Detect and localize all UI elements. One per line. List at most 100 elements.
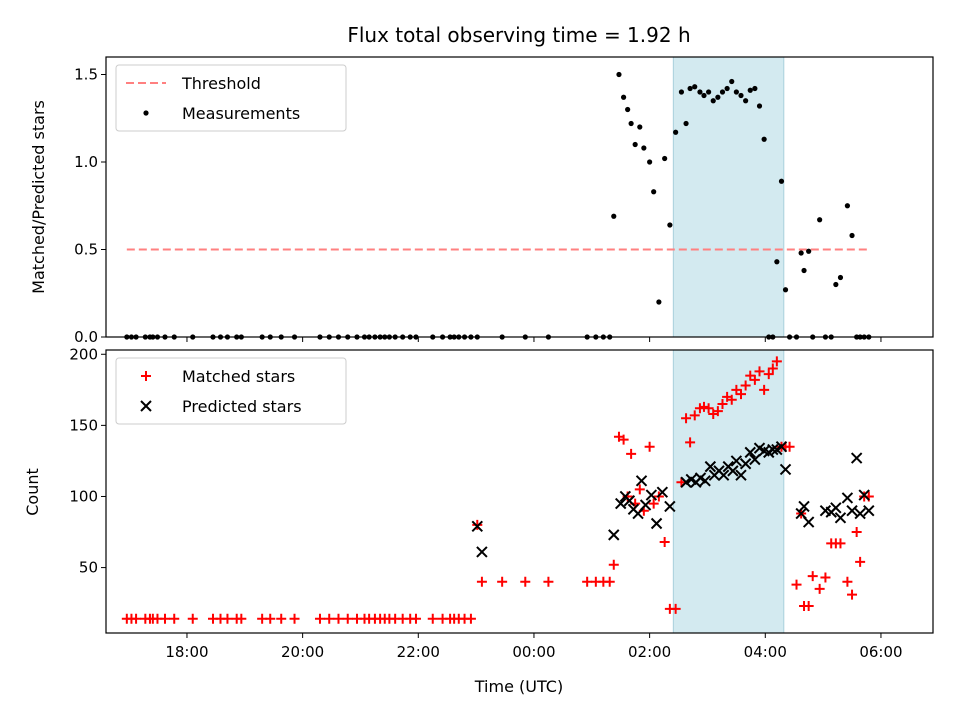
bottom-panel-marks bbox=[121, 356, 875, 624]
predicted-star-point bbox=[735, 469, 747, 481]
measurement-point bbox=[710, 98, 716, 104]
x-tick-label: 22:00 bbox=[397, 643, 440, 661]
x-tick-label: 00:00 bbox=[512, 643, 555, 661]
measurement-point bbox=[715, 94, 721, 100]
measurement-point bbox=[706, 89, 712, 95]
measurement-point bbox=[667, 222, 673, 228]
measurement-point bbox=[833, 281, 839, 288]
matched-star-point bbox=[608, 559, 619, 570]
matched-star-point bbox=[784, 441, 795, 452]
matched-star-point bbox=[689, 410, 700, 421]
legend-label: Threshold bbox=[181, 74, 261, 93]
predicted-star-point bbox=[749, 453, 761, 466]
bottom-panel-x-ticks: 18:00 20:00 22:00 00:00 02:00 04:00 06:00 bbox=[165, 633, 903, 661]
matched-star-point bbox=[712, 406, 723, 417]
measurement-point bbox=[697, 89, 703, 95]
matched-star-point bbox=[803, 600, 814, 611]
matched-star-point bbox=[703, 403, 714, 414]
legend-box bbox=[115, 357, 347, 425]
predicted-star-point bbox=[614, 497, 627, 510]
y-tick-label: 1.0 bbox=[74, 153, 98, 171]
measurement-point bbox=[837, 274, 844, 281]
measurement-point bbox=[692, 84, 698, 90]
predicted-star-point bbox=[802, 516, 815, 528]
x-tick-label: 06:00 bbox=[859, 643, 902, 661]
top-panel-frame bbox=[105, 56, 934, 338]
y-tick-label: 0.0 bbox=[74, 328, 98, 346]
predicted-star-point bbox=[623, 495, 636, 507]
matched-star-point bbox=[644, 441, 655, 452]
predicted-star-point bbox=[717, 469, 730, 481]
measurement-point bbox=[662, 155, 668, 162]
matched-star-point bbox=[659, 536, 670, 547]
measurement-point bbox=[774, 259, 780, 265]
predicted-star-point bbox=[739, 458, 752, 470]
matched-star-point bbox=[472, 519, 483, 530]
matched-star-point bbox=[476, 576, 487, 587]
top-panel: 0.0 0.5 1.0 1.5 Matched/Predicted stars Thr… bbox=[29, 56, 934, 346]
bottom-panel-y-ticks: 50 100 150 200 bbox=[69, 345, 106, 577]
measurement-point bbox=[782, 287, 789, 293]
top-panel-x-ticks bbox=[186, 337, 882, 342]
matched-star-point bbox=[670, 603, 681, 614]
measurement-point bbox=[625, 106, 631, 113]
predicted-star-point bbox=[476, 546, 488, 558]
matched-star-point bbox=[740, 380, 751, 391]
matched-star-point bbox=[767, 363, 778, 374]
matched-star-point bbox=[465, 613, 476, 624]
predicted-star-point bbox=[635, 475, 648, 487]
measurement-point bbox=[678, 89, 685, 95]
predicted-star-point bbox=[834, 512, 847, 524]
matched-star-point bbox=[807, 571, 818, 582]
predicted-star-point bbox=[608, 529, 620, 541]
measurement-point bbox=[724, 85, 730, 92]
matched-star-point bbox=[771, 356, 782, 367]
matched-star-point bbox=[222, 613, 233, 624]
matched-star-point bbox=[276, 613, 287, 624]
measurement-point bbox=[743, 98, 749, 104]
legend-swatch bbox=[140, 400, 152, 412]
measurement-point bbox=[647, 159, 653, 165]
matched-star-point bbox=[685, 437, 696, 448]
measurement-point bbox=[651, 189, 657, 195]
predicted-star-point bbox=[664, 500, 676, 513]
measurement-point bbox=[806, 248, 812, 254]
legend-label: Predicted stars bbox=[182, 397, 302, 416]
top-panel-y-ticks: 0.0 0.5 1.0 1.5 bbox=[74, 66, 106, 346]
predicted-star-point bbox=[779, 463, 792, 476]
matched-star-point bbox=[648, 498, 659, 509]
matched-star-point bbox=[169, 613, 180, 624]
matched-star-point bbox=[855, 556, 866, 567]
matched-star-point bbox=[791, 579, 802, 590]
measurement-point bbox=[817, 217, 823, 223]
matched-star-point bbox=[314, 613, 325, 624]
observing-window-highlight bbox=[672, 349, 785, 634]
predicted-star-point bbox=[730, 455, 743, 467]
y-tick-label: 50 bbox=[79, 559, 98, 577]
measurement-point bbox=[738, 92, 744, 99]
bottom-panel-frame bbox=[105, 349, 934, 634]
measurement-point bbox=[628, 120, 634, 127]
measurement-point bbox=[729, 78, 735, 85]
matched-star-point bbox=[333, 613, 344, 624]
matched-star-point bbox=[543, 576, 554, 587]
predicted-star-point bbox=[656, 486, 669, 498]
matched-star-point bbox=[626, 448, 637, 459]
predicted-star-point bbox=[798, 500, 810, 513]
matched-star-point bbox=[131, 613, 142, 624]
measurement-point bbox=[719, 89, 726, 95]
predicted-star-point bbox=[846, 504, 858, 517]
matched-star-point bbox=[520, 576, 531, 587]
predicted-star-point bbox=[471, 520, 483, 533]
measurement-point bbox=[778, 178, 785, 184]
predicted-star-point bbox=[830, 502, 842, 514]
matched-star-point bbox=[634, 484, 645, 495]
matched-star-point bbox=[735, 389, 746, 400]
measurement-point bbox=[733, 89, 739, 95]
predicted-star-point bbox=[767, 443, 779, 456]
predicted-star-point bbox=[858, 489, 870, 501]
predicted-star-point bbox=[744, 446, 756, 459]
x-tick-label: 18:00 bbox=[165, 643, 208, 661]
matched-star-point bbox=[851, 527, 862, 538]
bottom-panel-x-label: Time (UTC) bbox=[474, 677, 563, 696]
